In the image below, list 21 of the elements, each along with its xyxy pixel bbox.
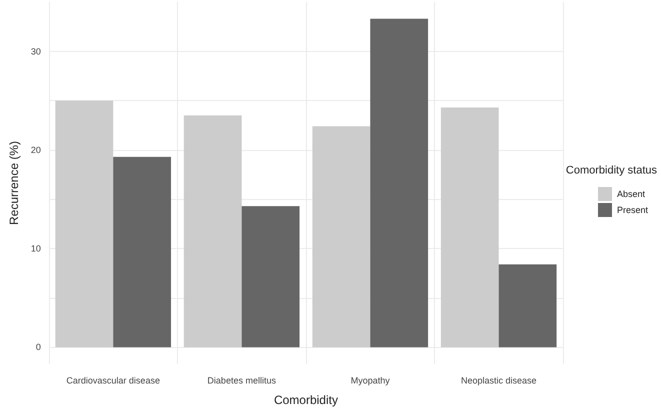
bar bbox=[113, 156, 172, 348]
y-tick-label: 10 bbox=[30, 244, 41, 254]
legend-label: Absent bbox=[616, 189, 646, 199]
y-tick-label: 20 bbox=[30, 144, 41, 155]
x-tick-label: Cardiovascular disease bbox=[66, 376, 160, 386]
bar bbox=[242, 206, 300, 348]
y-tick-label: 30 bbox=[30, 46, 41, 56]
legend-title: Comorbidity status bbox=[566, 164, 658, 176]
bar bbox=[312, 126, 370, 348]
y-tick-label: 0 bbox=[36, 342, 41, 352]
x-tick-label: Neoplastic disease bbox=[460, 376, 537, 386]
legend-label: Present bbox=[616, 205, 648, 215]
y-axis-title: Recurrence (%) bbox=[7, 140, 21, 226]
bar bbox=[55, 100, 114, 348]
bar bbox=[440, 108, 499, 348]
x-tick-label: Myopathy bbox=[350, 376, 390, 386]
bar bbox=[370, 18, 428, 348]
bar bbox=[498, 264, 557, 348]
bar bbox=[184, 115, 242, 348]
x-axis-title: Comorbidity bbox=[274, 393, 338, 407]
x-tick-label: Diabetes mellitus bbox=[207, 376, 276, 386]
